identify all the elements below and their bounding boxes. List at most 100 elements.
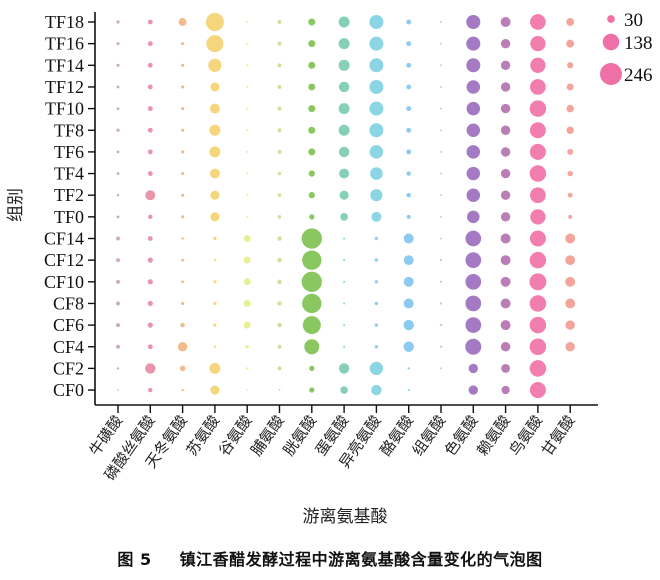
bubble: CF14 · 磷酸丝氨酸: 12 bbox=[147, 236, 153, 241]
bubble: TF4 · 酪氨酸: 10 bbox=[406, 171, 411, 176]
bubble: TF12 · 酪氨酸: 12 bbox=[406, 84, 412, 90]
figure-caption: 图 5 镇江香醋发酵过程中游离氨基酸含量变化的气泡图 bbox=[0, 546, 660, 570]
bubble: TF18 · 异亮氨酸: 100 bbox=[369, 14, 384, 30]
y-tick-label: CF10 bbox=[44, 272, 84, 292]
bubble: TF16 · 蛋氨酸: 62 bbox=[338, 38, 350, 50]
bubble: CF8 · 甘氨酸: 50 bbox=[565, 298, 576, 309]
bubble: CF10 · 甘氨酸: 50 bbox=[565, 276, 576, 287]
bubble: CF0 · 色氨酸: 45 bbox=[468, 385, 478, 395]
bubble: TF2 · 脯氨酸: 6 bbox=[277, 193, 282, 197]
bubble: TF10 · 磷酸丝氨酸: 12 bbox=[147, 106, 153, 112]
x-axis-title: 游离氨基酸 bbox=[303, 507, 388, 527]
bubble: TF12 · 谷氨酸: 2 bbox=[246, 85, 249, 88]
bubble: TF18 · 脯氨酸: 8 bbox=[277, 20, 282, 24]
bubble: CF0 · 磷酸丝氨酸: 10 bbox=[148, 387, 153, 393]
x-tick-label: 苏氨酸 bbox=[183, 412, 224, 459]
bubble: TF6 · 磷酸丝氨酸: 12 bbox=[147, 149, 153, 155]
bubble: TF0 · 色氨酸: 80 bbox=[467, 210, 480, 224]
bubble: CF0 · 天冬氨酸: 3 bbox=[181, 388, 184, 392]
bubble: CF10 · 牛磺酸: 8 bbox=[116, 279, 120, 284]
bubble: TF4 · 胱氨酸: 20 bbox=[308, 170, 315, 177]
bubble: CF2 · 谷氨酸: 3 bbox=[245, 367, 249, 370]
bubble: CF8 · 鸟氨酸: 138 bbox=[529, 295, 547, 312]
bubble: CF6 · 天冬氨酸: 10 bbox=[180, 322, 185, 328]
bubble: CF14 · 酪氨酸: 50 bbox=[403, 233, 414, 244]
bubble: CF0 · 谷氨酸: 1 bbox=[246, 389, 248, 391]
bubble: TF0 · 脯氨酸: 6 bbox=[277, 215, 282, 219]
bubble: CF6 · 脯氨酸: 10 bbox=[277, 322, 282, 328]
bubble: TF18 · 苏氨酸: 165 bbox=[205, 12, 224, 32]
bubble: CF10 · 赖氨酸: 50 bbox=[500, 276, 511, 287]
bubble: TF14 · 鸟氨酸: 118 bbox=[530, 57, 546, 73]
bubble: TF8 · 胱氨酸: 25 bbox=[308, 126, 316, 134]
bubble: CF14 · 甘氨酸: 50 bbox=[565, 233, 576, 244]
bubble: TF0 · 胱氨酸: 14 bbox=[309, 214, 315, 220]
bubble: CF12 · 酪氨酸: 50 bbox=[403, 255, 414, 266]
bubble: TF4 · 脯氨酸: 6 bbox=[277, 171, 282, 176]
bubble: CF8 · 色氨酸: 125 bbox=[465, 295, 482, 312]
bubble: TF10 · 牛磺酸: 4 bbox=[116, 107, 120, 110]
bubble: TF0 · 赖氨酸: 45 bbox=[500, 212, 511, 222]
bubble: CF14 · 蛋氨酸: 2 bbox=[343, 237, 346, 240]
bubble: TF12 · 组氨酸: 2 bbox=[440, 85, 442, 88]
x-tick-label: 酪氨酸 bbox=[376, 412, 417, 459]
bubble: TF10 · 胱氨酸: 25 bbox=[308, 105, 316, 113]
x-tick-label: 胱氨酸 bbox=[280, 412, 321, 459]
bubble: TF12 · 鸟氨酸: 125 bbox=[530, 79, 546, 95]
bubble: TF2 · 磷酸丝氨酸: 50 bbox=[145, 190, 156, 201]
bubble: TF6 · 色氨酸: 92 bbox=[466, 145, 481, 159]
bubble: CF2 · 蛋氨酸: 55 bbox=[338, 363, 350, 374]
bubble: TF18 · 胱氨酸: 25 bbox=[308, 18, 316, 26]
y-tick-label: TF8 bbox=[54, 120, 84, 140]
bubble: TF0 · 牛磺酸: 4 bbox=[116, 215, 120, 219]
bubble: TF2 · 鸟氨酸: 125 bbox=[530, 187, 546, 204]
bubble: TF16 · 组氨酸: 2 bbox=[440, 42, 442, 45]
bubble: CF6 · 胱氨酸: 165 bbox=[302, 316, 321, 335]
bubble: CF14 · 谷氨酸: 25 bbox=[243, 234, 251, 243]
bubble: TF12 · 脯氨酸: 8 bbox=[277, 84, 282, 89]
figure-number: 图 5 bbox=[117, 550, 152, 569]
bubble: CF0 · 苏氨酸: 42 bbox=[210, 385, 220, 395]
bubble: TF4 · 苏氨酸: 50 bbox=[209, 168, 220, 179]
bubble: CF8 · 组氨酸: 3 bbox=[439, 302, 443, 305]
bubble: TF10 · 鸟氨酸: 138 bbox=[529, 100, 547, 117]
bubble: TF0 · 谷氨酸: 2 bbox=[246, 215, 249, 218]
bubble: CF0 · 脯氨酸: 2 bbox=[278, 389, 281, 392]
bubble: CF14 · 赖氨酸: 50 bbox=[500, 233, 511, 244]
bubble: CF14 · 牛磺酸: 8 bbox=[116, 236, 120, 241]
bubble: TF16 · 鸟氨酸: 118 bbox=[530, 36, 546, 52]
bubble: CF8 · 蛋氨酸: 2 bbox=[343, 302, 346, 305]
bubble: TF12 · 色氨酸: 92 bbox=[466, 80, 481, 94]
bubble: TF0 · 组氨酸: 2 bbox=[440, 215, 442, 218]
x-tick-label: 甘氨酸 bbox=[538, 412, 579, 459]
bubble: CF2 · 牛磺酸: 3 bbox=[116, 367, 120, 370]
bubble: CF4 · 苏氨酸: 3 bbox=[213, 345, 217, 348]
bubble: CF14 · 组氨酸: 2 bbox=[440, 237, 442, 240]
bubble: TF16 · 天冬氨酸: 5 bbox=[181, 42, 185, 46]
bubble: TF0 · 甘氨酸: 8 bbox=[568, 214, 573, 219]
legend-bubble bbox=[607, 15, 615, 23]
bubble: TF12 · 胱氨酸: 25 bbox=[308, 83, 316, 91]
bubble: TF10 · 赖氨酸: 45 bbox=[500, 103, 511, 114]
bubble: CF2 · 磷酸丝氨酸: 55 bbox=[145, 363, 156, 374]
bubble: CF6 · 异亮氨酸: 6 bbox=[374, 323, 379, 327]
bubble: TF4 · 异亮氨酸: 80 bbox=[370, 167, 383, 180]
bubble: TF10 · 酪氨酸: 12 bbox=[406, 106, 412, 112]
bubble: TF10 · 异亮氨酸: 100 bbox=[369, 101, 384, 116]
x-tick-label: 组氨酸 bbox=[409, 412, 450, 459]
bubble: TF12 · 异亮氨酸: 100 bbox=[369, 79, 384, 94]
bubble: CF0 · 赖氨酸: 35 bbox=[501, 385, 510, 395]
y-tick-label: TF6 bbox=[54, 142, 84, 162]
bubble: TF18 · 谷氨酸: 2 bbox=[246, 21, 249, 23]
bubble: TF14 · 组氨酸: 2 bbox=[440, 64, 442, 67]
bubble: CF12 · 天冬氨酸: 4 bbox=[181, 258, 185, 262]
bubble: CF8 · 天冬氨酸: 5 bbox=[181, 301, 185, 306]
bubble: TF0 · 苏氨酸: 42 bbox=[210, 212, 220, 222]
bubble: CF10 · 胱氨酸: 210 bbox=[301, 271, 322, 292]
bubble: CF4 · 甘氨酸: 45 bbox=[565, 342, 575, 352]
y-axis-title: 组别 bbox=[6, 188, 26, 222]
y-axis: TF18TF16TF14TF12TF10TF8TF6TF4TF2TF0CF14C… bbox=[44, 12, 96, 405]
bubble: TF14 · 色氨酸: 100 bbox=[466, 58, 481, 73]
bubble: CF4 · 异亮氨酸: 6 bbox=[374, 345, 379, 349]
x-tick-label: 鸟氨酸 bbox=[506, 412, 547, 459]
